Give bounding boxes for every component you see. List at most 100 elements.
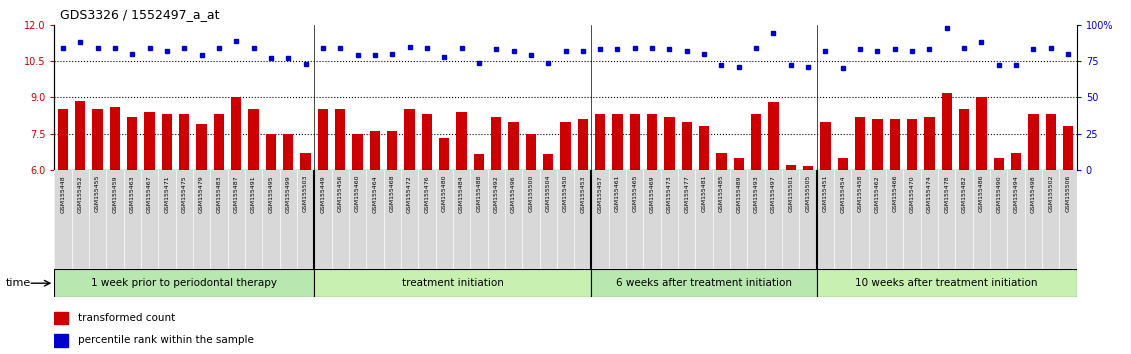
Bar	[993, 158, 1004, 170]
Text: GSM155504: GSM155504	[545, 175, 551, 212]
Bar	[699, 126, 709, 170]
Text: GSM155460: GSM155460	[355, 175, 360, 212]
Text: GSM155478: GSM155478	[944, 175, 949, 212]
Bar	[387, 131, 397, 170]
Bar	[786, 165, 796, 170]
Bar	[1028, 114, 1038, 170]
Bar	[612, 114, 623, 170]
Text: GSM155497: GSM155497	[771, 175, 776, 213]
Text: GSM155481: GSM155481	[701, 175, 707, 212]
Bar	[54, 269, 314, 297]
Text: GSM155492: GSM155492	[494, 175, 499, 213]
Text: GSM155491: GSM155491	[251, 175, 256, 212]
Text: GSM155483: GSM155483	[216, 175, 222, 212]
Text: GSM155506: GSM155506	[1065, 175, 1071, 212]
Text: GSM155468: GSM155468	[390, 175, 395, 212]
Bar	[314, 269, 592, 297]
Text: GSM155493: GSM155493	[753, 175, 759, 213]
Bar	[803, 166, 813, 170]
Text: GSM155501: GSM155501	[788, 175, 793, 212]
Bar	[543, 154, 553, 170]
Text: GSM155485: GSM155485	[719, 175, 724, 212]
Bar	[439, 138, 449, 170]
Text: GSM155498: GSM155498	[1030, 175, 1036, 212]
Bar	[58, 109, 68, 170]
Text: GSM155487: GSM155487	[234, 175, 239, 212]
Text: GSM155450: GSM155450	[563, 175, 568, 212]
Text: GSM155505: GSM155505	[805, 175, 811, 212]
Text: GSM155474: GSM155474	[927, 175, 932, 213]
Text: GSM155479: GSM155479	[199, 175, 204, 213]
Bar	[54, 334, 68, 347]
Text: GSM155464: GSM155464	[372, 175, 378, 212]
Bar	[491, 117, 501, 170]
Bar	[353, 133, 363, 170]
Bar	[595, 114, 605, 170]
Bar	[370, 131, 380, 170]
Bar	[301, 153, 311, 170]
Bar	[335, 109, 345, 170]
Bar	[231, 97, 241, 170]
Text: GSM155466: GSM155466	[892, 175, 897, 212]
Bar	[976, 97, 986, 170]
Text: GSM155476: GSM155476	[424, 175, 430, 212]
Bar	[820, 121, 830, 170]
Bar	[907, 119, 917, 170]
Text: GSM155495: GSM155495	[268, 175, 274, 212]
Bar	[110, 107, 120, 170]
Bar	[959, 109, 969, 170]
Bar	[560, 121, 571, 170]
Bar	[214, 114, 224, 170]
Text: GSM155473: GSM155473	[667, 175, 672, 213]
Text: GSM155480: GSM155480	[442, 175, 447, 212]
Bar	[283, 133, 293, 170]
Text: GSM155456: GSM155456	[338, 175, 343, 212]
Bar	[474, 154, 484, 170]
Bar	[664, 117, 675, 170]
Text: GSM155465: GSM155465	[632, 175, 637, 212]
Text: GDS3326 / 1552497_a_at: GDS3326 / 1552497_a_at	[60, 8, 219, 21]
Bar	[526, 133, 536, 170]
Text: GSM155457: GSM155457	[597, 175, 603, 212]
Text: GSM155503: GSM155503	[303, 175, 308, 212]
Bar	[405, 109, 415, 170]
Text: GSM155472: GSM155472	[407, 175, 412, 213]
Bar	[578, 119, 588, 170]
Bar	[592, 269, 817, 297]
Text: GSM155502: GSM155502	[1048, 175, 1053, 212]
Bar	[456, 112, 467, 170]
Text: GSM155449: GSM155449	[320, 175, 326, 213]
Text: GSM155494: GSM155494	[1013, 175, 1019, 213]
Bar	[1063, 126, 1073, 170]
Bar	[75, 101, 86, 170]
Bar	[422, 114, 432, 170]
Text: GSM155484: GSM155484	[459, 175, 464, 212]
Text: GSM155500: GSM155500	[528, 175, 534, 212]
Text: GSM155453: GSM155453	[580, 175, 586, 212]
Bar	[508, 121, 519, 170]
Text: GSM155462: GSM155462	[875, 175, 880, 212]
Text: GSM155482: GSM155482	[961, 175, 967, 212]
Bar	[817, 269, 1077, 297]
Bar	[1045, 114, 1056, 170]
Text: GSM155470: GSM155470	[909, 175, 915, 212]
Bar	[924, 117, 934, 170]
Bar	[890, 119, 900, 170]
Bar	[734, 158, 744, 170]
Text: GSM155488: GSM155488	[476, 175, 482, 212]
Text: GSM155467: GSM155467	[147, 175, 152, 212]
Bar	[162, 114, 172, 170]
Text: 6 weeks after treatment initiation: 6 weeks after treatment initiation	[616, 278, 792, 288]
Text: GSM155451: GSM155451	[823, 175, 828, 212]
Bar	[127, 117, 138, 170]
Text: time: time	[6, 278, 31, 288]
Bar	[768, 102, 778, 170]
Bar	[941, 92, 952, 170]
Text: GSM155455: GSM155455	[95, 175, 101, 212]
Bar	[682, 121, 692, 170]
Text: GSM155499: GSM155499	[286, 175, 291, 213]
Text: 1 week prior to periodontal therapy: 1 week prior to periodontal therapy	[92, 278, 277, 288]
Bar	[145, 112, 155, 170]
Text: GSM155452: GSM155452	[78, 175, 83, 212]
Bar	[318, 109, 328, 170]
